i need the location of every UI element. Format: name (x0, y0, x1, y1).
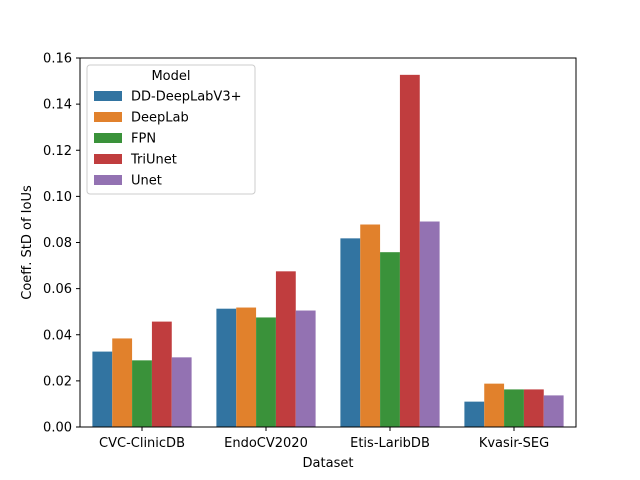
legend-swatch (94, 91, 122, 101)
x-tick-label: EndoCV2020 (224, 436, 308, 451)
legend-label: DeepLab (131, 111, 189, 126)
y-tick-label: 0.02 (43, 374, 72, 389)
x-axis: CVC-ClinicDB EndoCV2020 Etis-LaribDB Kvasir… (99, 427, 549, 451)
y-tick-label: 0.10 (43, 190, 72, 205)
bar-deeplab-etis-laribdb (360, 224, 381, 427)
bar-dd-deeplabv3--cvc-clinicdb (92, 351, 113, 427)
bar-unet-endocv2020 (295, 310, 316, 427)
y-tick-label: 0.08 (43, 236, 72, 251)
legend-items: DD-DeepLabV3+ DeepLab FPN TriUnet Unet (94, 90, 242, 189)
bar-fpn-endocv2020 (256, 317, 276, 427)
bar-deeplab-endocv2020 (236, 307, 257, 427)
y-axis: 0.00 0.02 0.04 0.06 0.08 0.10 0.12 0.14 0.16 (43, 52, 80, 436)
bar-triunet-cvc-clinicdb (151, 321, 172, 427)
bar-fpn-etis-laribdb (380, 252, 400, 427)
legend-label: DD-DeepLabV3+ (131, 90, 242, 105)
y-tick-label: 0.00 (43, 421, 72, 436)
bar-unet-etis-laribdb (419, 221, 440, 427)
legend-label: FPN (131, 132, 156, 147)
plot-frame (79, 57, 577, 428)
bar-dd-deeplabv3--kvasir-seg (464, 401, 485, 427)
bars-group (92, 74, 564, 427)
bar-dd-deeplabv3--etis-laribdb (340, 238, 361, 427)
legend-label: TriUnet (130, 153, 177, 168)
legend-swatch (94, 175, 122, 185)
bar-triunet-kvasir-seg (523, 389, 544, 427)
bar-deeplab-kvasir-seg (484, 383, 505, 427)
legend-swatch (94, 112, 122, 122)
legend-frame (86, 64, 256, 195)
y-tick-label: 0.16 (43, 52, 72, 67)
x-axis-label: Dataset (303, 456, 354, 471)
y-tick-label: 0.12 (43, 144, 72, 159)
y-axis-label: Coeff. StD of IoUs (20, 185, 35, 300)
bar-unet-kvasir-seg (543, 395, 564, 427)
legend-swatch (94, 154, 122, 164)
legend-label: Unet (131, 174, 162, 189)
bar-dd-deeplabv3--endocv2020 (216, 308, 237, 427)
y-tick-label: 0.04 (43, 328, 72, 343)
legend-swatch (94, 133, 122, 143)
y-tick-label: 0.14 (43, 98, 72, 113)
x-tick-label: Kvasir-SEG (479, 436, 549, 451)
x-tick-label: CVC-ClinicDB (99, 436, 185, 451)
y-tick-label: 0.06 (43, 282, 72, 297)
bar-deeplab-cvc-clinicdb (112, 338, 133, 427)
bar-fpn-kvasir-seg (504, 389, 524, 427)
bar-triunet-etis-laribdb (399, 74, 420, 427)
legend: Model DD-DeepLabV3+ DeepLab FPN TriUnet Unet (86, 64, 256, 195)
x-tick-label: Etis-LaribDB (350, 436, 430, 451)
bar-unet-cvc-clinicdb (171, 357, 192, 427)
bar-fpn-cvc-clinicdb (132, 360, 152, 427)
legend-title: Model (151, 69, 190, 84)
bar-triunet-endocv2020 (275, 271, 296, 427)
